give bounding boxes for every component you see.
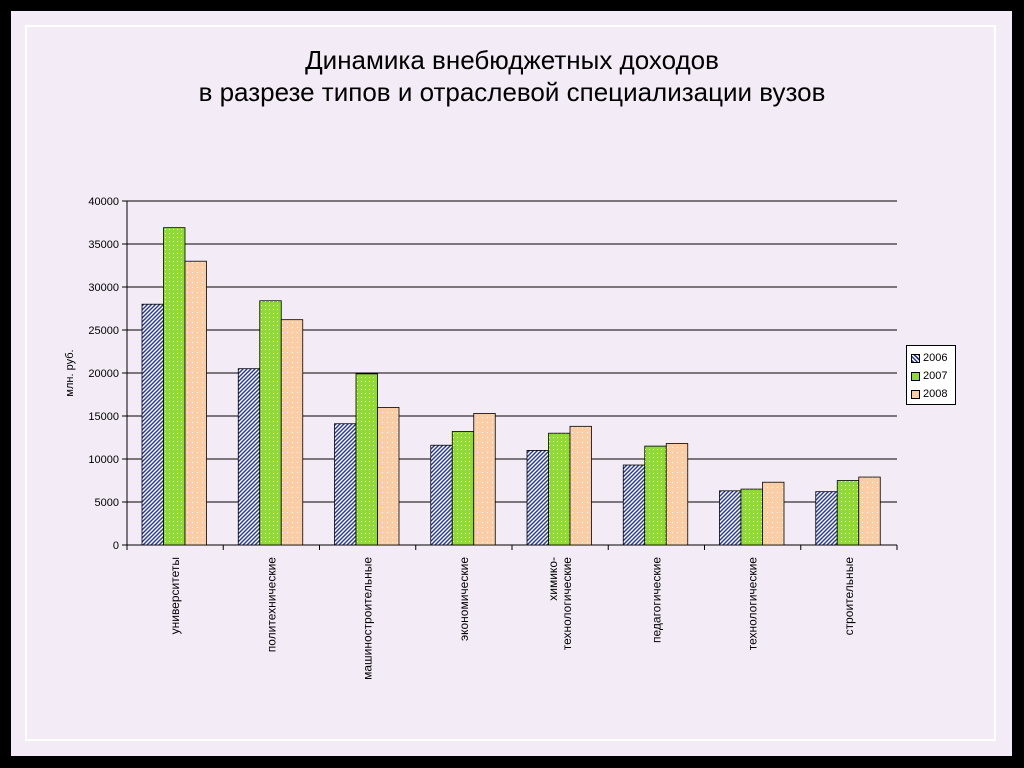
bar [836, 480, 860, 546]
bar [858, 476, 881, 546]
bar [184, 260, 207, 546]
bar [473, 413, 496, 546]
bar [355, 373, 378, 546]
x-category-label: технологические [746, 557, 760, 651]
x-category-label: педагогические [649, 557, 663, 643]
bar [740, 488, 763, 546]
slide-frame [25, 25, 996, 741]
bar [548, 432, 571, 546]
legend-item: 2007 [911, 367, 955, 385]
bar [334, 423, 357, 546]
y-tick-label: 30000 [88, 282, 119, 294]
bar [451, 431, 475, 546]
legend-label: 2006 [923, 352, 948, 364]
chart-title-line-2: в разрезе типов и отраслевой специализац… [198, 77, 826, 107]
bar [141, 303, 164, 546]
bar [163, 227, 186, 546]
bar [377, 406, 400, 546]
x-category-label: машиностроительные [361, 557, 375, 680]
bar [280, 319, 304, 546]
legend-label: 2008 [923, 388, 948, 400]
chart-title-line-1: Динамика внебюджетных доходов [305, 45, 719, 75]
legend-swatch [911, 389, 920, 399]
y-tick-label: 5000 [95, 497, 119, 509]
x-category-label: строительные [842, 557, 856, 636]
bar [259, 300, 282, 546]
y-tick-label: 25000 [88, 325, 119, 337]
y-tick-label: 10000 [88, 454, 119, 466]
x-category-label: химико- [546, 557, 560, 601]
bar [815, 491, 838, 546]
x-category-label: политехнические [264, 557, 278, 653]
y-tick-label: 20000 [88, 368, 119, 380]
x-category-label: экономические [457, 557, 471, 641]
legend-swatch [911, 353, 920, 363]
legend-label: 2007 [923, 370, 948, 382]
bar [237, 368, 261, 546]
bar [622, 464, 646, 546]
legend: 2006 2007 2008 [906, 345, 956, 405]
x-category-label: университеты [168, 557, 182, 634]
legend-item: 2008 [911, 385, 955, 403]
y-tick-label: 35000 [88, 239, 119, 251]
y-axis-label: млн. руб. [64, 349, 76, 396]
bar [719, 490, 742, 546]
bar [430, 444, 453, 546]
legend-item: 2006 [911, 349, 955, 367]
bar [762, 481, 785, 546]
bar [569, 425, 592, 546]
bar [526, 449, 549, 546]
y-tick-label: 0 [113, 540, 119, 552]
bar [644, 445, 667, 546]
bar [665, 443, 689, 546]
legend-swatch [911, 371, 920, 381]
chart-title: Динамика внебюджетных доходов в разрезе … [0, 44, 1024, 108]
x-category-label: технологические [560, 557, 574, 651]
y-tick-label: 15000 [88, 411, 119, 423]
y-tick-label: 40000 [88, 196, 119, 208]
